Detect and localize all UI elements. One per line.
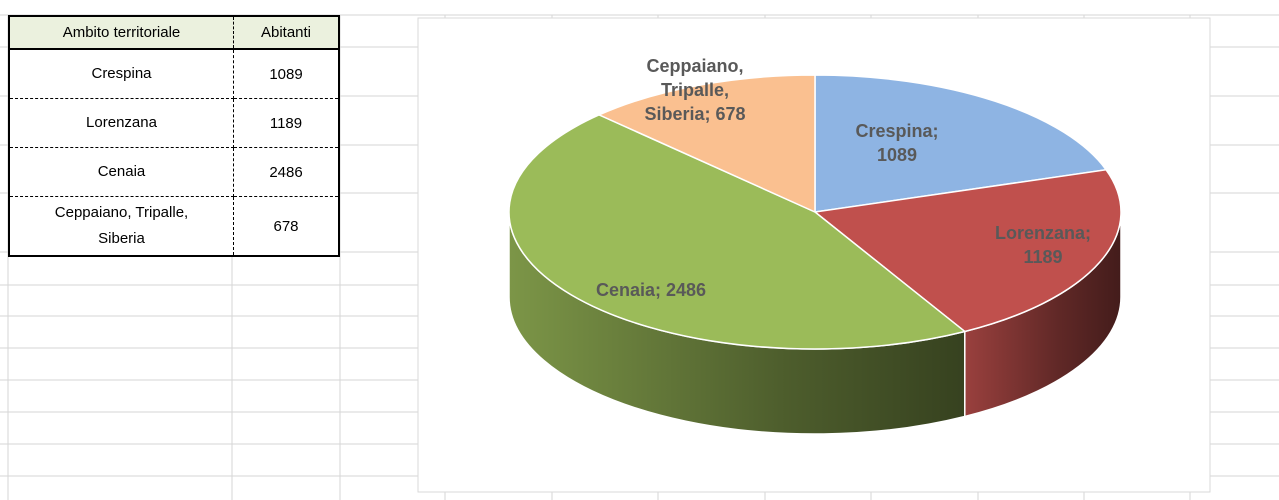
cell: Ceppaiano, Tripalle, Siberia <box>9 196 234 256</box>
cell: Lorenzana <box>9 98 234 148</box>
data-label: Cenaia; 2486 <box>595 280 707 300</box>
cell: 1189 <box>233 98 339 148</box>
data-label: Lorenzana; 1189 <box>994 223 1091 267</box>
table-row: Lorenzana 1189 <box>9 98 339 148</box>
cell-text: Crespina <box>91 65 152 82</box>
cell: 678 <box>273 217 299 235</box>
cell: Cenaia <box>9 147 234 197</box>
table-row: Cenaia 2486 <box>9 147 339 197</box>
header-cell: Ambito territoriale <box>9 16 234 50</box>
cell: 1089 <box>233 49 339 99</box>
cell-text: Cenaia <box>97 163 146 180</box>
header-cell: Abitanti <box>233 16 339 50</box>
table-row: Ceppaiano, Tripalle, Siberia 678 <box>9 196 339 256</box>
table-row: Crespina 1089 <box>9 49 339 99</box>
cell-text: Lorenzana <box>86 114 157 131</box>
pie-slice <box>813 168 1122 333</box>
data-label: Ceppaiano, Tripalle, Siberia; 678 <box>644 56 746 124</box>
data-table: Ambito territoriale Abitanti Crespina 108… <box>8 15 340 257</box>
pie-slice <box>814 74 1108 213</box>
cell-text: Ceppaiano, Tripalle, Siberia <box>54 204 189 247</box>
pie-slice <box>508 114 967 350</box>
header-row: Ambito territoriale Abitanti <box>9 16 339 50</box>
cell: Crespina <box>9 49 234 99</box>
cell: 2486 <box>233 147 339 197</box>
pie-slice <box>597 74 816 214</box>
data-label: Crespina; 1089 <box>855 121 939 165</box>
